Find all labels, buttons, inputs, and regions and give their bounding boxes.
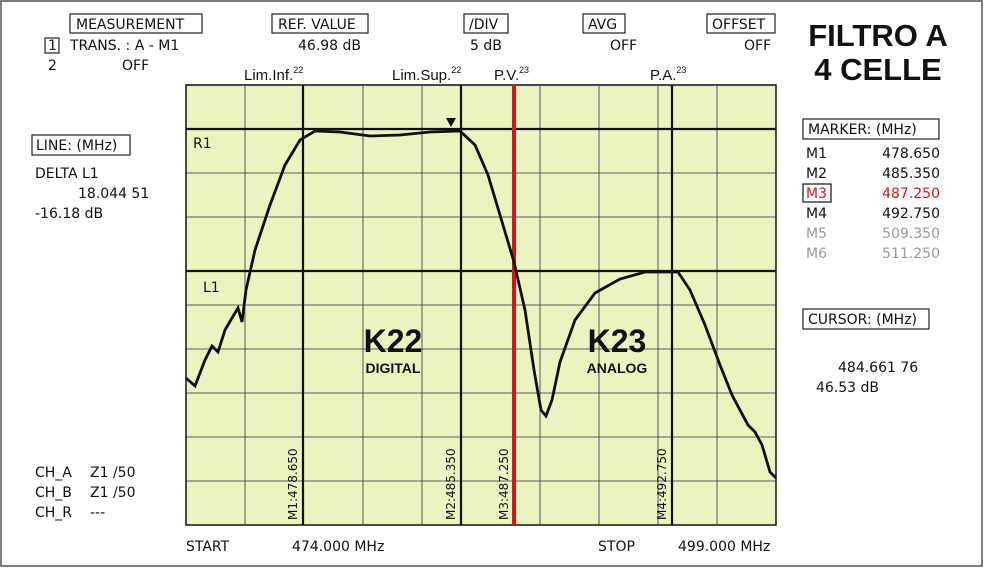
title: FILTRO A [808,18,947,53]
index: 2 [48,58,57,74]
cursor-level: 46.53 dB [816,380,879,396]
top-label: Lim.Sup.22 [392,65,461,84]
label-box [463,13,509,34]
marker-value: 511.250 [882,246,940,262]
ref-label: REF. VALUE [278,17,356,33]
label-box [706,13,776,34]
marker-label: M2:485.350 [444,448,458,520]
zone-name: K23 [588,323,647,359]
div-label: /DIV [469,17,499,33]
marker-label: MARKER: (MHz) [808,122,917,138]
index-box [44,37,60,54]
zone-name: K22 [364,323,423,359]
marker-name: M3 [806,186,827,202]
channel: CH_R [35,505,72,521]
marker-value: 509.350 [882,226,940,242]
line-name: DELTA L1 [35,166,99,182]
top-label: P.V.23 [494,65,529,84]
top-label: Lim.Inf.22 [244,65,303,84]
cursor-freq: 484.661 76 [838,360,918,376]
marker-value: 478.650 [882,146,940,162]
trace [185,129,777,479]
zone-type: DIGITAL [366,360,421,376]
channel-value: --- [90,505,105,521]
stop-value: 499.000 MHz [678,539,770,555]
marker-name: M4 [806,206,827,222]
offset-value: OFF [744,38,771,54]
div-value: 5 dB [470,38,502,54]
marker-value: 492.750 [882,206,940,222]
ref-value: 46.98 dB [298,38,361,54]
limit-line-label: L1 [203,280,220,296]
offset-label: OFFSET [712,17,766,33]
avg-label: AVG [588,17,617,33]
avg-value: OFF [610,38,637,54]
zone-type: ANALOG [587,360,648,376]
marker-name: M6 [806,246,827,262]
line-level: -16.18 dB [35,206,103,222]
index: 1 [48,38,57,54]
top-label: P.A.23 [650,65,686,84]
title: 4 CELLE [814,52,941,87]
line-label: LINE: (MHz) [36,138,117,154]
marker-label: M3:487.250 [497,448,511,520]
measurement-value: TRANS. : A - M1 [69,38,179,54]
label-box [31,134,131,156]
channel-value: Z1 /50 [90,465,135,481]
measurement-label: MEASUREMENT [76,17,185,33]
channel-value: Z1 /50 [90,485,135,501]
marker-label: M4:492.750 [655,448,669,520]
start-value: 474.000 MHz [292,539,384,555]
marker-name: M2 [806,166,827,182]
marker-value: 487.250 [882,186,940,202]
line-value: 18.044 51 [78,186,149,202]
label-box [69,13,203,34]
marker-name: M5 [806,226,827,242]
start-label: START [186,539,230,555]
marker-name: M1 [806,146,827,162]
channel: CH_B [35,485,72,501]
ref-lines [186,85,776,525]
label-box [802,308,930,330]
marker-label: M1:478.650 [286,448,300,520]
active-box [802,183,832,203]
label-box [271,13,369,34]
cursor-label: CURSOR: (MHz) [808,312,917,328]
label-box [802,118,940,140]
ref-line-label: R1 [193,136,212,152]
measurement-value: OFF [122,58,149,74]
stop-label: STOP [598,539,635,555]
marker-value: 485.350 [882,166,940,182]
plot: R1 L1 K22 DIGITAL K23 ANALOG M1:478.650 … [185,84,777,526]
label-box [582,13,626,34]
channel: CH_A [35,465,72,481]
marker-table: M1 478.650 M2 485.350 M3 487.250 M4 492.750 M5 50… [802,146,940,262]
marker-pointer [446,118,456,127]
